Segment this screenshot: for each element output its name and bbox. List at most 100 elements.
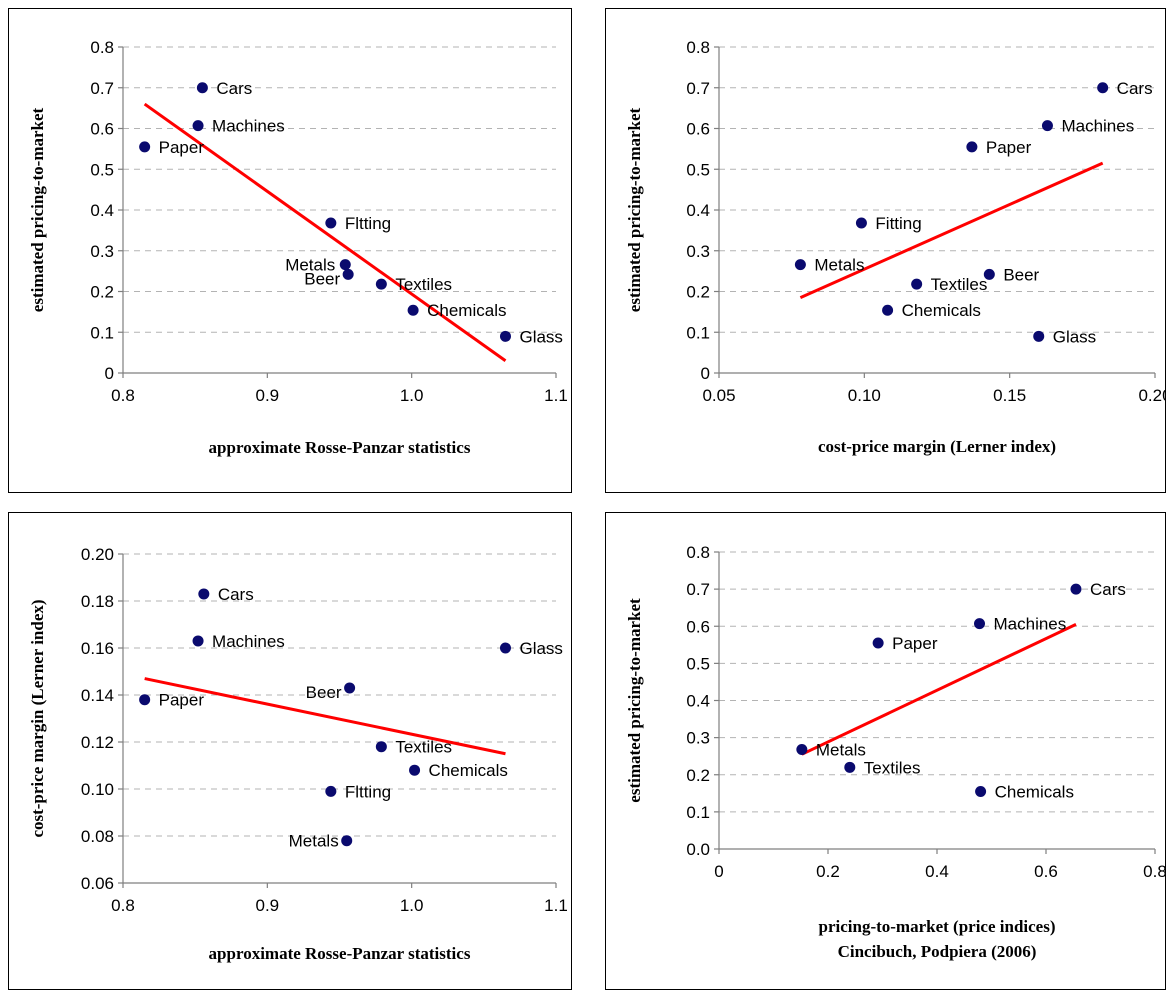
y-tick-label: 0.6: [686, 120, 710, 139]
point-label: Paper: [986, 138, 1032, 157]
point-label: Chemicals: [429, 761, 508, 780]
y-tick-label: 0.6: [686, 617, 710, 636]
x-tick-label: 0.10: [848, 386, 881, 405]
point-label: Fltting: [345, 214, 391, 233]
point-label: Paper: [159, 691, 205, 710]
data-point: [855, 217, 867, 229]
trend-line: [144, 677, 506, 756]
point-label: Chemicals: [902, 301, 981, 320]
x-axis-label: cost-price margin (Lerner index): [818, 437, 1056, 456]
point-label: Cars: [216, 79, 252, 98]
data-point: [499, 330, 511, 342]
x-tick-label: 0.8: [1143, 862, 1165, 881]
chart-panel-top-left: 0 0.1 0.2 0.3 0.4 0.5 0.6 0.7 0.8 0.8 0.9 1.0 1.1 app…: [8, 8, 572, 493]
y-tick-label: 0.8: [90, 38, 114, 57]
x-axis-label: Cincibuch, Podpiera (2006): [838, 942, 1037, 961]
data-point: [198, 588, 210, 600]
data-point: [911, 278, 923, 290]
y-tick-label: 0.4: [90, 201, 114, 220]
point-label: Fltting: [345, 782, 391, 801]
point-label: Textiles: [864, 758, 921, 777]
point-label: Machines: [1061, 117, 1134, 136]
point-label: Textiles: [395, 738, 452, 757]
data-point: [1070, 583, 1082, 595]
point-label: Metals: [285, 256, 335, 275]
y-tick-label: 0.10: [81, 780, 114, 799]
data-point: [796, 744, 808, 756]
point-label: Metals: [814, 256, 864, 275]
data-point: [1033, 330, 1045, 342]
y-tick-label: 0.1: [686, 803, 710, 822]
data-point: [339, 259, 351, 271]
chart-panel-bottom-right: 0.0 0.1 0.2 0.3 0.4 0.5 0.6 0.7 0.8 0 0.2 0.4 0.6 0.8…: [605, 512, 1166, 990]
y-tick-label: 0.3: [686, 729, 710, 748]
x-axis-label: approximate Rosse-Panzar statistics: [209, 438, 471, 457]
trend-line: [143, 102, 507, 362]
x-tick-label: 0.9: [256, 896, 280, 915]
data-point: [983, 268, 995, 280]
point-label: Textiles: [395, 275, 452, 294]
y-tick-label: 0.1: [90, 323, 114, 342]
data-point: [499, 642, 511, 654]
x-tick-label: 1.1: [544, 896, 568, 915]
y-tick-label: 0.2: [686, 766, 710, 785]
point-label: Paper: [159, 138, 205, 157]
data-point: [375, 741, 387, 753]
x-tick-label: 0.8: [111, 386, 135, 405]
data-point: [375, 278, 387, 290]
y-tick-label: 0.5: [90, 160, 114, 179]
point-label: Fitting: [875, 214, 921, 233]
y-tick-label: 0: [105, 364, 114, 383]
chart-panel-bottom-left: 0.06 0.08 0.10 0.12 0.14 0.16 0.18 0.20 0.8 0.9 1.…: [8, 512, 572, 990]
y-tick-label: 0.18: [81, 592, 114, 611]
y-tick-label: 0.2: [686, 283, 710, 302]
y-tick-label: 0.8: [686, 38, 710, 57]
x-tick-label: 0.6: [1034, 862, 1058, 881]
x-tick-label: 0: [714, 862, 723, 881]
y-axis-label: cost-price margin (Lerner index): [28, 599, 47, 837]
data-point: [192, 635, 204, 647]
y-tick-label: 0.3: [90, 242, 114, 261]
chart-3: 0.06 0.08 0.10 0.12 0.14 0.16 0.18 0.20 0.8 0.9 1.…: [28, 545, 568, 963]
y-tick-label: 0.2: [90, 283, 114, 302]
x-tick-label: 0.15: [993, 386, 1026, 405]
chart-panel-top-right: 0 0.1 0.2 0.3 0.4 0.5 0.6 0.7 0.8 0.05 0.10 0.15 0.2…: [605, 8, 1166, 493]
point-label: Paper: [892, 634, 938, 653]
y-tick-label: 0: [701, 364, 710, 383]
point-label: Glass: [519, 639, 562, 658]
point-label: Machines: [212, 632, 285, 651]
chart-1: 0 0.1 0.2 0.3 0.4 0.5 0.6 0.7 0.8 0.8 0.9 1.0 1.1 app…: [28, 38, 568, 457]
point-label: Beer: [1003, 265, 1039, 284]
y-axis-label: estimated pricing-to-market: [625, 598, 644, 803]
y-tick-label: 0.12: [81, 733, 114, 752]
y-tick-label: 0.6: [90, 120, 114, 139]
data-point: [196, 82, 208, 94]
y-tick-label: 0.0: [686, 840, 710, 859]
data-point: [139, 694, 151, 706]
data-point: [325, 785, 337, 797]
data-point: [872, 637, 884, 649]
point-label: Chemicals: [995, 782, 1074, 801]
x-tick-label: 0.4: [925, 862, 949, 881]
data-point: [1041, 120, 1053, 132]
point-label: Chemicals: [427, 301, 506, 320]
y-tick-label: 0.8: [686, 543, 710, 562]
y-tick-label: 0.14: [81, 686, 114, 705]
data-point: [1097, 82, 1109, 94]
data-point: [192, 120, 204, 132]
y-tick-label: 0.5: [686, 160, 710, 179]
data-point: [794, 259, 806, 271]
point-label: Beer: [306, 683, 342, 702]
data-point: [325, 217, 337, 229]
data-point: [139, 141, 151, 153]
y-tick-label: 0.5: [686, 654, 710, 673]
y-tick-label: 0.16: [81, 639, 114, 658]
data-point: [342, 268, 354, 280]
y-tick-label: 0.06: [81, 874, 114, 893]
x-axis-label: approximate Rosse-Panzar statistics: [209, 944, 471, 963]
chart-2: 0 0.1 0.2 0.3 0.4 0.5 0.6 0.7 0.8 0.05 0.10 0.15 0.2…: [625, 38, 1165, 456]
chart-4: 0.0 0.1 0.2 0.3 0.4 0.5 0.6 0.7 0.8 0 0.2 0.4 0.6 0.8…: [625, 543, 1165, 961]
data-point: [882, 304, 894, 316]
x-tick-label: 0.20: [1138, 386, 1165, 405]
trend-line: [801, 623, 1077, 756]
